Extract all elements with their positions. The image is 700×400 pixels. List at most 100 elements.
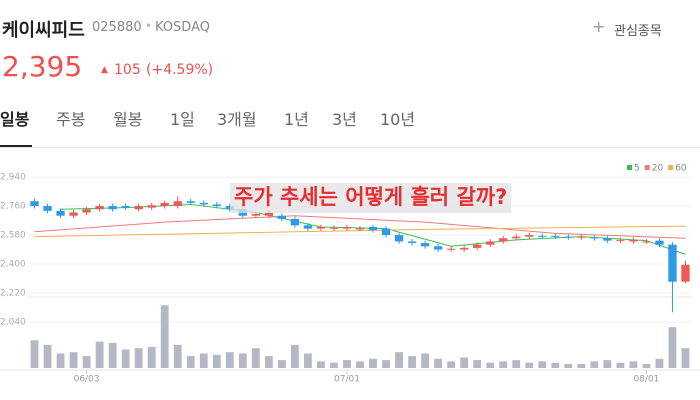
- legend-label: 20: [652, 164, 664, 174]
- volume-bar: [616, 362, 625, 368]
- y-tick-label: 2,760: [0, 202, 26, 212]
- annotation: 주가 추세는 어떻게 흘러 갈까?: [234, 185, 507, 209]
- volume-bar: [160, 305, 169, 368]
- volume-bar: [447, 361, 456, 368]
- volume-bar: [251, 348, 260, 368]
- candle-body: [329, 227, 339, 229]
- legend-swatch: [668, 165, 674, 170]
- volume-bar: [369, 358, 377, 368]
- x-tick-label: 07/01: [334, 375, 360, 385]
- volume-bar: [56, 353, 65, 368]
- volume-bar: [30, 340, 39, 368]
- candle-body: [69, 212, 78, 216]
- candle-body: [538, 235, 547, 237]
- active-tab-underline: [0, 145, 32, 148]
- volume-bar: [356, 361, 364, 368]
- stock-name: 케이씨피드: [2, 20, 85, 41]
- volume-bar: [564, 364, 573, 368]
- period-tab[interactable]: 10년: [380, 110, 416, 129]
- legend-swatch: [644, 165, 650, 170]
- volume-bar: [199, 353, 208, 368]
- volume-bar: [43, 344, 52, 368]
- volume-bar: [95, 341, 104, 368]
- candle-body: [303, 225, 313, 229]
- price: 2,395: [2, 50, 83, 83]
- candle-body: [681, 264, 690, 282]
- candle-body: [486, 241, 495, 245]
- x-tick-label: 08/01: [633, 375, 659, 385]
- candle-body: [616, 239, 625, 241]
- period-tab[interactable]: 3개월: [217, 110, 257, 129]
- volume-bar: [186, 356, 195, 368]
- volume-bar: [343, 360, 351, 368]
- volume-bar: [512, 360, 521, 368]
- annotation-background: [230, 183, 512, 213]
- candle-body: [186, 201, 195, 203]
- y-tick-label: 2,040: [0, 317, 26, 327]
- candle-body: [668, 244, 677, 282]
- volume-bar: [486, 362, 495, 368]
- period-tab[interactable]: 일봉: [0, 110, 30, 129]
- volume-bar: [499, 361, 508, 368]
- volume-bar: [538, 361, 547, 368]
- candle-body: [342, 226, 352, 229]
- period-tab[interactable]: 1년: [284, 110, 309, 129]
- market: KOSDAQ: [155, 20, 210, 35]
- volume-bar: [264, 356, 273, 368]
- period-tab[interactable]: 3년: [332, 110, 357, 129]
- watchlist-button[interactable]: 관심종목: [614, 24, 662, 39]
- candle-body: [368, 226, 378, 231]
- candle-body: [655, 240, 664, 245]
- candle-body: [290, 218, 300, 226]
- volume-bar: [434, 358, 443, 368]
- volume-bar: [551, 362, 560, 368]
- volume-bar: [460, 357, 469, 368]
- stock-code: 025880: [92, 20, 142, 35]
- candle-body: [394, 235, 404, 242]
- candle-body: [355, 228, 365, 230]
- volume-bar: [173, 344, 182, 368]
- divider: [0, 147, 700, 148]
- legend-swatch: [627, 165, 632, 170]
- candle-body: [420, 243, 430, 247]
- volume-bar: [277, 360, 286, 368]
- moving-average-line: [34, 215, 686, 239]
- candle-body: [212, 204, 221, 207]
- up-arrow: ▲: [101, 65, 108, 75]
- candle-body: [642, 241, 651, 243]
- candle-body: [147, 205, 156, 208]
- volume-bar: [147, 346, 156, 368]
- volume-bar: [577, 364, 586, 368]
- candle-body: [56, 210, 65, 216]
- candle-body: [446, 248, 456, 250]
- period-tab[interactable]: 월봉: [113, 110, 143, 129]
- candle-body: [525, 235, 534, 237]
- plus-icon[interactable]: +: [592, 17, 606, 36]
- candle-body: [173, 201, 182, 207]
- volume-bar: [629, 361, 638, 368]
- candle-body: [407, 241, 417, 244]
- legend-label: 5: [634, 164, 640, 174]
- candle-body: [473, 244, 482, 248]
- x-tick-label: 06/03: [74, 375, 100, 385]
- candle-body: [564, 236, 573, 238]
- candle-body: [433, 246, 443, 250]
- volume-bar: [121, 349, 130, 368]
- candle-body: [251, 214, 261, 216]
- candle-body: [512, 236, 521, 239]
- volume-bar: [134, 348, 143, 368]
- period-tab[interactable]: 1일: [170, 110, 195, 129]
- candle-body: [225, 206, 234, 210]
- volume-bar: [395, 352, 403, 368]
- volume-bar: [590, 361, 599, 368]
- volume-bar: [382, 360, 390, 368]
- candle-body: [134, 206, 143, 210]
- candle-body: [277, 215, 287, 219]
- volume-bar: [290, 344, 299, 368]
- separator-dot: •: [145, 19, 153, 33]
- candle-body: [108, 206, 117, 210]
- volume-bar: [212, 354, 221, 368]
- candle-body: [577, 236, 586, 238]
- period-tab[interactable]: 주봉: [56, 110, 86, 129]
- candle-body: [603, 238, 612, 241]
